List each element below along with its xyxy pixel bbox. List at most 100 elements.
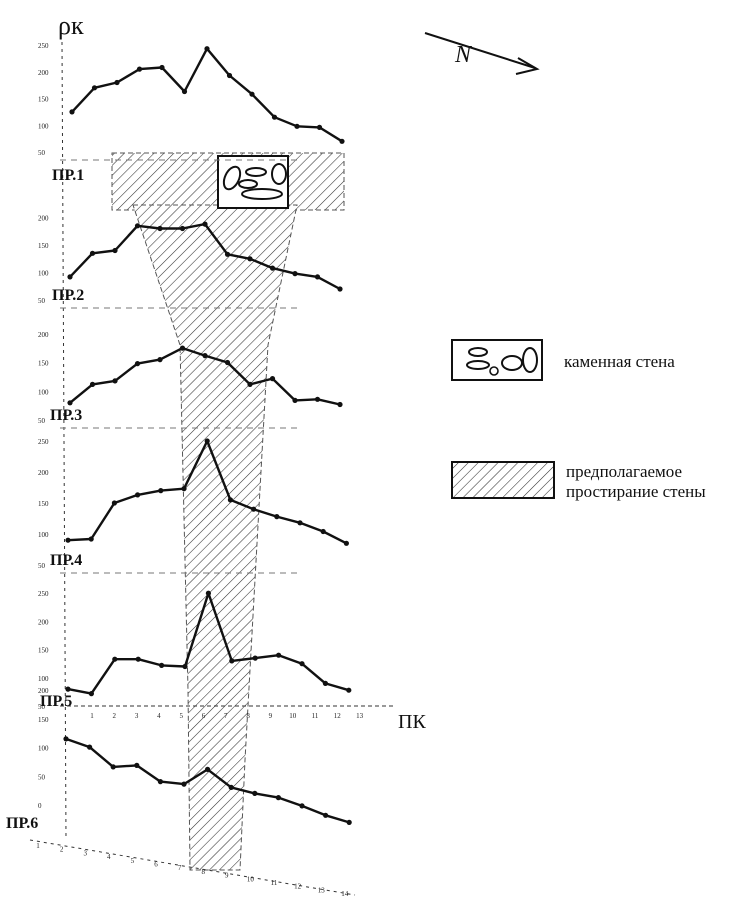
profile-1-line — [71, 47, 343, 143]
profile-4-point — [111, 500, 117, 506]
profile-6-y-tick: 50 — [38, 773, 46, 781]
skew-tick-label: 2 — [60, 846, 64, 854]
profile-4-point — [181, 486, 187, 492]
profile-2-y-tick: 200 — [38, 215, 49, 223]
profile-2-point — [292, 271, 298, 277]
x-tick-label: 1 — [90, 712, 94, 720]
profile-3-point — [247, 381, 253, 387]
x-axis-ticks: 1 2 3 4 5 6 7 8 9 10 11 12 13 — [90, 712, 363, 720]
x-tick-label: 9 — [269, 712, 273, 720]
profile-6-point — [299, 803, 305, 809]
x-axis-label: ПК — [398, 711, 426, 733]
profile-2-point — [247, 256, 253, 262]
skew-tick-label: 1 — [36, 842, 40, 850]
profile-5-y-tick: 100 — [38, 675, 49, 683]
profile-2-point — [157, 225, 163, 232]
skewed-axis-ticks: 1 2 3 4 5 6 7 8 9 10 11 12 13 14 — [36, 842, 349, 898]
profile-5-point — [205, 590, 211, 596]
profile-1-point — [159, 64, 165, 71]
skew-tick-label: 9 — [225, 872, 229, 880]
profile-6-point — [110, 764, 116, 770]
profile-6-y-tick: 150 — [38, 716, 49, 724]
profile-4-point — [204, 438, 210, 444]
profile-3-point — [269, 376, 276, 382]
x-tick-label: 6 — [202, 712, 206, 720]
profile-5-point — [112, 656, 118, 662]
profile-6-point — [252, 790, 258, 797]
profile-2-point — [337, 286, 343, 292]
profile-4-point — [227, 497, 233, 503]
profile-6-point — [205, 766, 211, 773]
x-tick-label: 2 — [113, 712, 117, 720]
profile-5-point — [65, 686, 71, 692]
profile-3-point — [292, 397, 298, 403]
profile-1-y-tick: 150 — [38, 96, 49, 104]
profile-1-label: ПР.1 — [52, 167, 84, 184]
profile-6-y-tick: 200 — [38, 687, 49, 695]
profile-2-y-tick: 150 — [38, 242, 49, 250]
profile-5-point — [252, 655, 258, 661]
x-tick-label: 7 — [224, 712, 228, 720]
profile-4-y-tick: 250 — [38, 438, 49, 446]
profile-6-point — [228, 784, 234, 791]
legend: каменная стена предполагаемое простирани… — [451, 339, 706, 501]
x-tick-label: 10 — [289, 712, 297, 720]
profile-1-point — [249, 91, 255, 97]
profile-1: 50 100 150 200 250 ПР.1 — [38, 42, 345, 184]
profile-3-point — [89, 381, 96, 387]
skew-tick-label: 11 — [271, 879, 278, 887]
x-tick-label: 4 — [157, 712, 161, 720]
profile-5-point — [229, 658, 235, 664]
profile-4-point — [158, 488, 164, 494]
profile-2-label: ПР.2 — [52, 287, 84, 304]
profile-baselines — [60, 159, 300, 574]
skew-tick-label: 4 — [107, 853, 111, 861]
wall-extent-hatch-region — [111, 152, 345, 871]
profile-6-point — [323, 812, 329, 818]
profile-1-point — [204, 46, 210, 52]
profile-2-point — [224, 251, 231, 257]
profile-3-label: ПР.3 — [50, 407, 82, 424]
profile-2-point — [67, 274, 73, 280]
profile-6-point — [346, 819, 352, 826]
profile-1-point — [114, 79, 120, 86]
legend-hatch-swatch — [451, 461, 555, 499]
skew-tick-label: 8 — [201, 868, 205, 876]
profile-1-y-tick: 250 — [38, 42, 49, 50]
profile-5-y-tick: 250 — [38, 590, 49, 598]
profile-6-point — [157, 779, 163, 785]
profile-3-y-tick: 50 — [38, 417, 46, 425]
profile-2-point — [269, 265, 276, 271]
profile-2-point — [134, 223, 141, 229]
profile-5-y-tick: 50 — [38, 703, 46, 711]
profile-2-point — [179, 225, 186, 232]
profile-5-label: ПР.5 — [40, 693, 72, 710]
profile-6-y-tick: 0 — [38, 802, 42, 810]
profile-6-point — [63, 736, 69, 742]
skew-tick-label: 13 — [318, 886, 326, 894]
profile-3-point — [337, 401, 343, 408]
profile-1-point — [226, 72, 233, 79]
legend-hatch-label-2: простирание стены — [566, 482, 706, 501]
profile-1-point — [271, 114, 278, 120]
skew-tick-label: 14 — [341, 890, 349, 898]
legend-stone-wall-label: каменная стена — [564, 352, 675, 371]
y-axis-line — [61, 41, 67, 841]
skew-tick-label: 7 — [178, 864, 182, 872]
profile-2-point — [89, 250, 96, 256]
skew-tick-label: 5 — [131, 857, 135, 865]
profile-6-label: ПР.6 — [6, 815, 38, 832]
profile-5-point — [135, 656, 141, 662]
profile-2: 50 100 150 200 ПР.2 — [38, 215, 343, 305]
legend-hatch-label-1: предполагаемое — [566, 462, 682, 481]
profile-1-point — [69, 109, 75, 115]
profile-2-point — [202, 221, 208, 227]
profile-5-y-tick: 150 — [38, 647, 49, 655]
profile-4-point — [297, 520, 303, 526]
profile-5-point — [346, 687, 352, 693]
north-label: N — [454, 42, 473, 68]
x-tick-label: 12 — [334, 712, 342, 720]
skew-tick-label: 6 — [154, 861, 158, 869]
